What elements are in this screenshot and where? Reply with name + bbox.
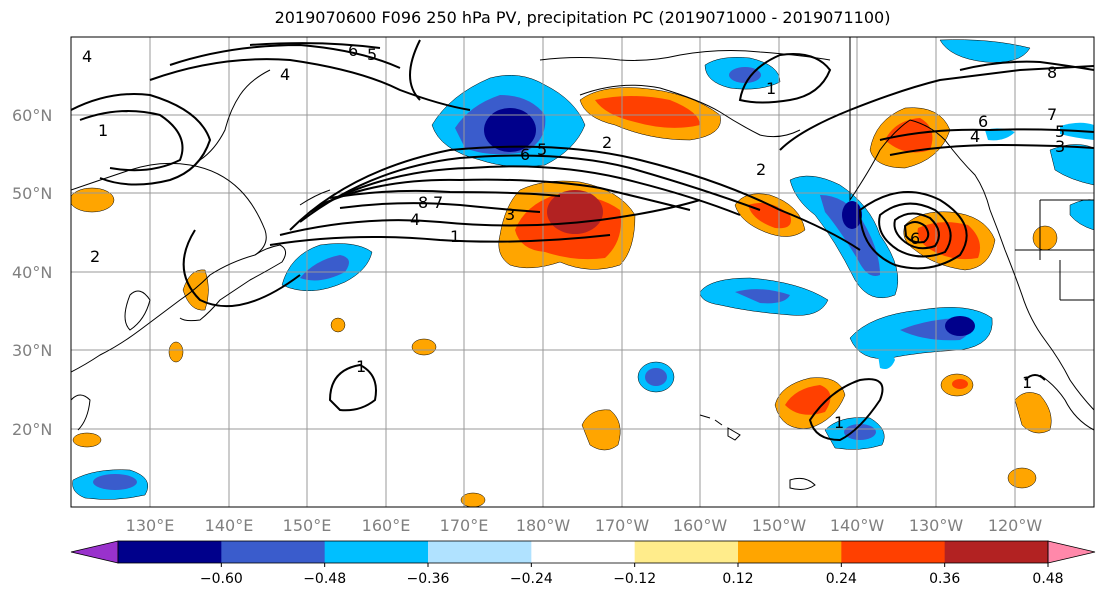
contour-label: 8 (418, 193, 428, 212)
contour-label: 8 (1047, 63, 1057, 82)
colorbar-swatch (324, 541, 429, 563)
colorbar-label: −0.60 (200, 571, 243, 587)
lon-label: 140°W (830, 516, 885, 535)
lon-label: 160°W (673, 516, 728, 535)
colorbar-swatch (531, 541, 636, 563)
latitude-labels: 60°N 50°N 40°N 30°N 20°N (12, 106, 52, 439)
graticule (71, 37, 1094, 507)
lat-label: 30°N (12, 341, 52, 360)
precip-anomaly-shading (71, 39, 1094, 507)
colorbar-swatch (738, 541, 842, 563)
contour-label: 3 (505, 205, 515, 224)
map-layers: 4 6 5 4 2 6 5 2 8 7 4 3 1 1 2 6 4 5 3 8 … (71, 37, 1094, 507)
colorbar-swatch (841, 541, 946, 563)
colorbar-label: −0.48 (303, 571, 346, 587)
contour-label: 5 (1055, 122, 1065, 141)
contour-label: 1 (450, 227, 460, 246)
pv-contours (71, 39, 1094, 442)
contour-label: 4 (82, 47, 92, 66)
colorbar-swatch (428, 541, 532, 563)
lon-label: 130°W (909, 516, 964, 535)
contour-label: 7 (433, 193, 443, 212)
colorbar-label: 0.48 (1032, 571, 1063, 587)
colorbar-frame (117, 540, 1049, 564)
contour-label: 7 (1047, 105, 1057, 124)
colorbar-label: 0.36 (929, 571, 960, 587)
lon-label: 170°E (440, 516, 489, 535)
contour-label: 1 (98, 121, 108, 140)
contour-label: 6 (910, 229, 920, 248)
contour-label: 6 (520, 145, 530, 164)
contour-label: 4 (970, 127, 980, 146)
lat-label: 50°N (12, 184, 52, 203)
lon-label: 130°E (126, 516, 175, 535)
map-frame (70, 36, 1095, 508)
contour-label: 4 (410, 210, 420, 229)
colorbar-swatch (221, 541, 326, 563)
colorbar-label: −0.24 (510, 571, 553, 587)
lat-label: 20°N (12, 420, 52, 439)
lat-label: 60°N (12, 106, 52, 125)
contour-label: 5 (367, 45, 377, 64)
lon-label: 180°W (516, 516, 571, 535)
coastlines (71, 37, 1094, 490)
colorbar-swatch (944, 541, 1049, 563)
lon-label: 170°W (595, 516, 650, 535)
contour-label: 4 (280, 65, 290, 84)
contour-label: 2 (602, 133, 612, 152)
contour-label: 1 (1022, 373, 1032, 392)
contour-label: 1 (356, 357, 366, 376)
map-title: 2019070600 F096 250 hPa PV, precipitatio… (274, 8, 891, 27)
contour-labels: 4 6 5 4 2 6 5 2 8 7 4 3 1 1 2 6 4 5 3 8 … (82, 41, 1065, 432)
colorbar-extend-min (70, 540, 119, 564)
colorbar-label: 0.12 (722, 571, 753, 587)
colorbar-swatch (118, 541, 222, 563)
colorbar-label: −0.12 (613, 571, 656, 587)
lat-label: 40°N (12, 263, 52, 282)
contour-label: 3 (1055, 137, 1065, 156)
contour-label: 6 (348, 41, 358, 60)
contour-label: 2 (756, 160, 766, 179)
colorbar-extend-max (1047, 540, 1096, 564)
contour-label: 1 (834, 413, 844, 432)
colorbar-label: 0.24 (826, 571, 857, 587)
contour-label: 6 (978, 112, 988, 131)
colorbar-label: −0.36 (407, 571, 450, 587)
contour-label: 2 (90, 247, 100, 266)
longitude-labels: 130°E 140°E 150°E 160°E 170°E 180°W 170°… (126, 516, 1043, 535)
lon-label: 150°W (752, 516, 807, 535)
contour-label: 5 (537, 140, 547, 159)
colorbar: −0.60 −0.48 −0.36 −0.24 −0.12 0.12 0.24 0.36 0.4… (70, 540, 1096, 587)
lon-label: 150°E (283, 516, 332, 535)
lon-label: 160°E (362, 516, 411, 535)
colorbar-swatch (634, 541, 739, 563)
contour-label: 1 (766, 79, 776, 98)
lon-label: 120°W (988, 516, 1043, 535)
lon-label: 140°E (205, 516, 254, 535)
